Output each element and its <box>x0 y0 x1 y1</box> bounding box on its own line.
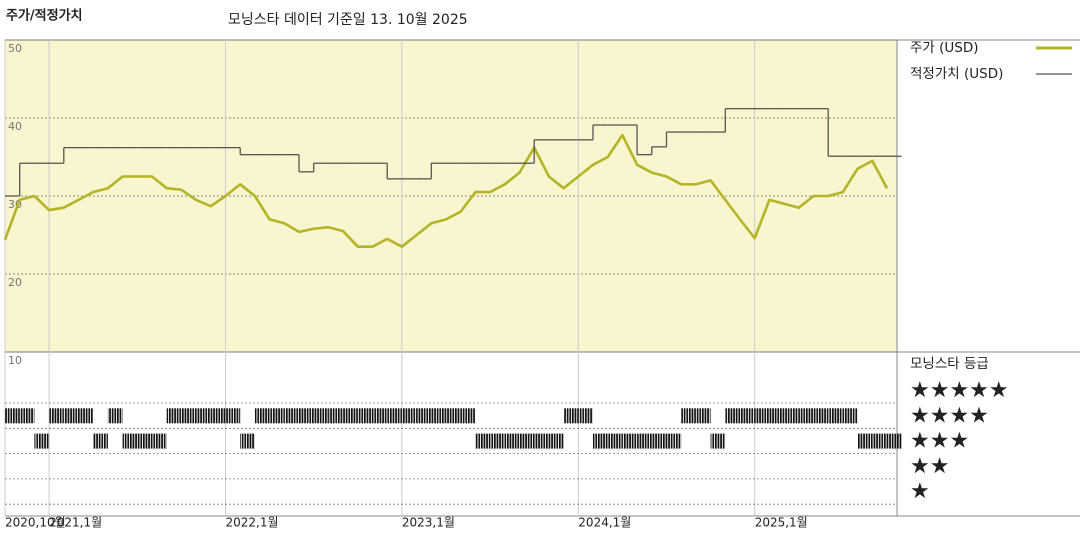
y-tick-label: 10 <box>8 354 22 367</box>
rating-bar <box>93 433 108 449</box>
y-tick-label: 40 <box>8 120 22 133</box>
rating-bar <box>19 408 35 424</box>
rating-legend: ★ <box>910 479 930 504</box>
rating-legend: ★★ <box>910 454 949 479</box>
rating-bar <box>284 408 299 424</box>
rating-bar <box>269 408 285 424</box>
rating-bar <box>5 408 20 424</box>
rating-legend: ★★★ <box>910 429 969 454</box>
rating-bar <box>519 433 535 449</box>
x-tick-label: 2021,1월 <box>49 516 102 530</box>
rating-bar <box>872 433 887 449</box>
rating-bar <box>299 408 314 424</box>
rating-bar <box>122 433 138 449</box>
y-tick-label: 50 <box>8 42 22 55</box>
rating-bar <box>137 433 152 449</box>
rating-bar <box>681 408 696 424</box>
rating-bar <box>460 408 476 424</box>
rating-bar <box>798 408 814 424</box>
x-tick-label: 2022,1월 <box>226 516 279 530</box>
rating-bar <box>887 433 902 449</box>
rating-bar <box>695 408 711 424</box>
rating-bar <box>828 408 843 424</box>
rating-bar <box>857 433 873 449</box>
y-tick-label: 20 <box>8 276 22 289</box>
rating-bar <box>710 433 726 449</box>
rating-bar <box>254 408 270 424</box>
x-tick-label: 2024,1월 <box>578 516 631 530</box>
price-line <box>3 133 889 248</box>
rating-bar <box>152 433 167 449</box>
rating-bar <box>387 408 402 424</box>
rating-bar <box>63 408 79 424</box>
rating-bar <box>416 408 432 424</box>
rating-bar <box>357 408 373 424</box>
rating-bar <box>181 408 197 424</box>
rating-bar <box>607 433 623 449</box>
rating-bar <box>313 408 329 424</box>
rating-bar <box>622 433 638 449</box>
chart-subtitle: 모닝스타 데이터 기준일 13. 10월 2025 <box>228 12 468 28</box>
rating-bar <box>740 408 755 424</box>
rating-bar <box>725 408 740 424</box>
rating-bar <box>401 408 417 424</box>
legend-label: 적정가치 (USD) <box>910 66 1003 82</box>
rating-bar <box>784 408 799 424</box>
rating-bar <box>548 433 564 449</box>
rating-bar <box>446 408 461 424</box>
chart-title: 주가/적정가치 <box>6 8 83 24</box>
rating-bar <box>210 408 226 424</box>
rating-bar <box>651 433 667 449</box>
rating-bar <box>637 433 652 449</box>
rating-bar <box>49 408 64 424</box>
rating-bar <box>475 433 491 449</box>
x-tick-label: 2023,1월 <box>402 516 455 530</box>
rating-bar <box>107 408 123 424</box>
legend-label: 주가 (USD) <box>910 40 979 56</box>
rating-bar <box>769 408 785 424</box>
rating-bar <box>593 433 608 449</box>
rating-bar <box>754 408 770 424</box>
rating-bar <box>504 433 520 449</box>
rating-bar <box>328 408 344 424</box>
rating-bar <box>578 408 593 424</box>
rating-bar <box>490 433 505 449</box>
rating-bar <box>196 408 211 424</box>
rating-bar <box>372 408 388 424</box>
rating-bar <box>534 433 549 449</box>
rating-bar <box>666 433 682 449</box>
rating-bar <box>34 433 50 449</box>
rating-bar <box>240 433 255 449</box>
rating-bar <box>225 408 241 424</box>
x-tick-label: 2025,1월 <box>755 516 808 530</box>
rating-bar <box>842 408 858 424</box>
rating-bar <box>813 408 829 424</box>
rating-title: 모닝스타 등급 <box>910 356 989 372</box>
rating-bar <box>166 408 182 424</box>
rating-bar <box>563 408 579 424</box>
rating-bar <box>78 408 94 424</box>
rating-bar <box>343 408 358 424</box>
rating-legend: ★★★★ <box>910 403 989 428</box>
rating-bar <box>431 408 446 424</box>
rating-legend: ★★★★★ <box>910 378 1009 403</box>
x-tick-label: 2020,10월 <box>5 516 66 530</box>
